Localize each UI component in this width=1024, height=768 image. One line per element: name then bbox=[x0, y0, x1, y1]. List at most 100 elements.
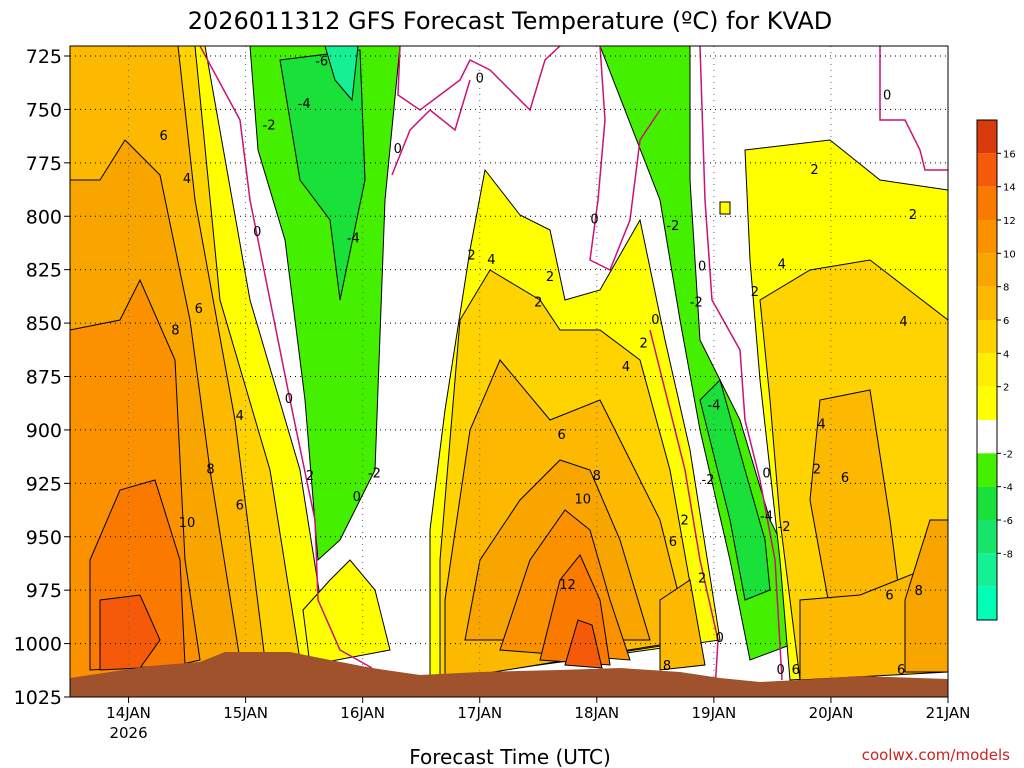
contour-label-13: -6 bbox=[315, 54, 328, 69]
band-warm-right-patch bbox=[719, 201, 731, 215]
contour-label-39: 0 bbox=[716, 631, 724, 646]
colorbar-frame bbox=[976, 119, 998, 621]
contour-label-31: 0 bbox=[651, 313, 659, 328]
contour-label-24: -2 bbox=[666, 219, 679, 234]
colorbar-bin-3 bbox=[977, 220, 997, 254]
contour-label-46: 2 bbox=[751, 285, 759, 300]
colorbar-bin-10 bbox=[977, 453, 997, 487]
colorbar-label-8: -2 bbox=[1003, 449, 1013, 460]
band-warm-left-14 bbox=[99, 594, 161, 671]
y-tick-label-7: 900 bbox=[26, 420, 62, 442]
x-tick-sublabel-0: 2026 bbox=[109, 724, 147, 742]
colorbar-label-10: -6 bbox=[1003, 516, 1013, 527]
contour-label-43: 0 bbox=[762, 467, 770, 482]
y-tick-label-6: 875 bbox=[26, 367, 62, 389]
contour-label-44: 2 bbox=[813, 462, 821, 477]
plot-frame bbox=[69, 45, 949, 698]
y-tick-label-8: 925 bbox=[26, 473, 62, 495]
colorbar-label-11: -8 bbox=[1003, 549, 1013, 560]
x-axis: 14JAN 2026 15JAN 16JAN 17JAN 18JAN 19JAN 20JAN 2… bbox=[106, 697, 970, 742]
y-axis: 725 750 775 800 825 850 875 900 925 950 975 1000 102… bbox=[14, 46, 70, 709]
contour-label-23: 0 bbox=[590, 212, 598, 227]
contour-label-42: -2 bbox=[778, 520, 791, 535]
contour-label-11: -2 bbox=[263, 118, 276, 133]
x-axis-label: Forecast Time (UTC) bbox=[409, 745, 611, 768]
band-warm-right-8 bbox=[904, 519, 948, 673]
contour-label-55: 0 bbox=[776, 663, 784, 678]
y-tick-label-2: 775 bbox=[26, 153, 62, 175]
colorbar-bin-5 bbox=[977, 286, 997, 320]
colorbar-label-6: 4 bbox=[1003, 349, 1009, 360]
x-tick-label-4: 18JAN bbox=[574, 704, 619, 722]
colorbar-bin-12 bbox=[977, 520, 997, 554]
zero-contour-line-0 bbox=[199, 46, 373, 669]
colorbar-bin-1 bbox=[977, 153, 997, 187]
zero-contour-line-6 bbox=[879, 46, 948, 171]
x-tick-label-0: 14JAN bbox=[106, 704, 151, 722]
contour-label-45: 4 bbox=[817, 418, 825, 433]
band-warm-small-right bbox=[659, 579, 706, 671]
contour-label-38: 2 bbox=[698, 571, 706, 586]
contour-label-33: -2 bbox=[690, 296, 703, 311]
colorbar-bin-0 bbox=[977, 120, 997, 154]
x-tick-label-5: 19JAN bbox=[691, 704, 736, 722]
contour-label-9: 0 bbox=[285, 392, 293, 407]
chart-title: 2026011312 GFS Forecast Temperature (ºC)… bbox=[188, 7, 833, 35]
contour-label-14: -4 bbox=[347, 232, 360, 247]
colorbar-label-0: 16 bbox=[1003, 149, 1016, 160]
colorbar-label-3: 10 bbox=[1003, 249, 1016, 260]
colorbar-bin-11 bbox=[977, 486, 997, 520]
contour-label-6: 6 bbox=[236, 499, 244, 514]
band-cold-mid-6 bbox=[324, 46, 359, 102]
contour-label-34: -4 bbox=[707, 398, 720, 413]
contour-label-54: 6 bbox=[897, 663, 905, 678]
terrain-surface bbox=[70, 652, 948, 697]
colorbar-label-1: 14 bbox=[1003, 183, 1016, 194]
y-tick-label-5: 850 bbox=[26, 313, 62, 335]
contour-label-51: 6 bbox=[841, 471, 849, 486]
contour-label-19: 4 bbox=[487, 253, 495, 268]
contour-label-32: 0 bbox=[698, 259, 706, 274]
zero-contour-line-2 bbox=[391, 79, 471, 176]
y-tick-label-12: 1025 bbox=[14, 687, 62, 709]
x-tick-label-3: 17JAN bbox=[457, 704, 502, 722]
contour-label-12: -4 bbox=[298, 97, 311, 112]
contour-label-26: 8 bbox=[593, 469, 601, 484]
colorbar-label-5: 6 bbox=[1003, 316, 1009, 327]
colorbar-bin-9 bbox=[977, 420, 997, 454]
zero-contour-line-4 bbox=[649, 329, 719, 691]
colorbar-bin-4 bbox=[977, 253, 997, 287]
contour-label-18: 2 bbox=[467, 249, 475, 264]
band-warm-mid-14 bbox=[564, 619, 603, 669]
credit-text: coolwx.com/models bbox=[862, 746, 1010, 764]
x-tick-label-2: 16JAN bbox=[340, 704, 385, 722]
colorbar-legend: 16 14 12 10 8 6 4 2 -2 -4 -6 -8 bbox=[976, 119, 1016, 621]
contour-label-7: 4 bbox=[236, 409, 244, 424]
contour-label-36: 2 bbox=[680, 514, 688, 529]
y-tick-label-9: 950 bbox=[26, 527, 62, 549]
contour-label-28: 12 bbox=[559, 578, 576, 593]
colorbar-bin-6 bbox=[977, 320, 997, 354]
colorbar-bin-14 bbox=[977, 586, 997, 620]
contour-label-27: 10 bbox=[574, 492, 591, 507]
x-tick-label-7: 21JAN bbox=[926, 704, 971, 722]
colorbar-label-9: -4 bbox=[1003, 483, 1013, 494]
contour-label-5: 8 bbox=[206, 462, 214, 477]
colorbar-label-2: 12 bbox=[1003, 216, 1016, 227]
contour-label-10: 0 bbox=[253, 225, 261, 240]
contour-label-16: 0 bbox=[353, 490, 361, 505]
y-tick-label-10: 975 bbox=[26, 580, 62, 602]
colorbar-label-7: 2 bbox=[1003, 383, 1009, 394]
y-tick-label-3: 800 bbox=[26, 206, 62, 228]
contour-label-2: 6 bbox=[195, 302, 203, 317]
y-tick-label-0: 725 bbox=[26, 46, 62, 68]
x-tick-label-6: 20JAN bbox=[809, 704, 854, 722]
contour-label-17: 0 bbox=[394, 142, 402, 157]
colorbar-bin-2 bbox=[977, 186, 997, 220]
contour-label-15: -2 bbox=[368, 467, 381, 482]
colorbar-label-4: 8 bbox=[1003, 283, 1009, 294]
contour-label-29: 4 bbox=[622, 360, 630, 375]
colorbar-bin-7 bbox=[977, 353, 997, 387]
